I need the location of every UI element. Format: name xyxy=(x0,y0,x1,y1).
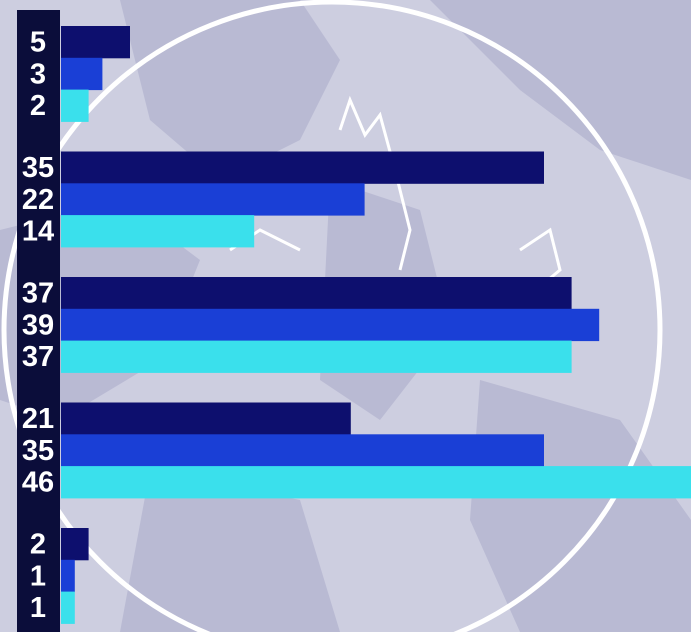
value-label: 35 xyxy=(22,435,54,467)
bar xyxy=(61,434,544,467)
label-box xyxy=(17,512,60,632)
bar xyxy=(61,340,572,373)
bar xyxy=(61,57,103,91)
bar xyxy=(61,308,600,342)
emblem-circle xyxy=(1,0,663,632)
bar xyxy=(61,277,572,310)
value-label: 5 xyxy=(30,27,46,59)
value-label: 21 xyxy=(22,403,54,435)
bar xyxy=(61,89,89,122)
label-box xyxy=(17,261,60,389)
value-label: 2 xyxy=(30,529,46,561)
value-label: 1 xyxy=(30,560,46,592)
value-label: 39 xyxy=(22,309,54,341)
bar xyxy=(61,591,75,624)
label-box xyxy=(17,10,60,138)
value-label: 22 xyxy=(22,184,54,216)
value-label: 3 xyxy=(30,58,46,90)
bar xyxy=(61,26,130,59)
value-label: 35 xyxy=(22,152,54,184)
bar xyxy=(61,215,255,248)
value-label: 2 xyxy=(30,90,46,122)
value-label: 37 xyxy=(22,341,54,373)
bar xyxy=(61,466,691,499)
bar xyxy=(61,559,75,593)
bar xyxy=(61,151,544,184)
bar xyxy=(61,528,89,561)
bar xyxy=(61,183,365,216)
value-label: 46 xyxy=(22,467,54,499)
label-box xyxy=(17,135,60,263)
value-label: 14 xyxy=(22,216,54,248)
label-box xyxy=(17,386,60,514)
bar xyxy=(61,402,351,435)
value-label: 1 xyxy=(30,592,46,624)
value-label: 37 xyxy=(22,278,54,310)
